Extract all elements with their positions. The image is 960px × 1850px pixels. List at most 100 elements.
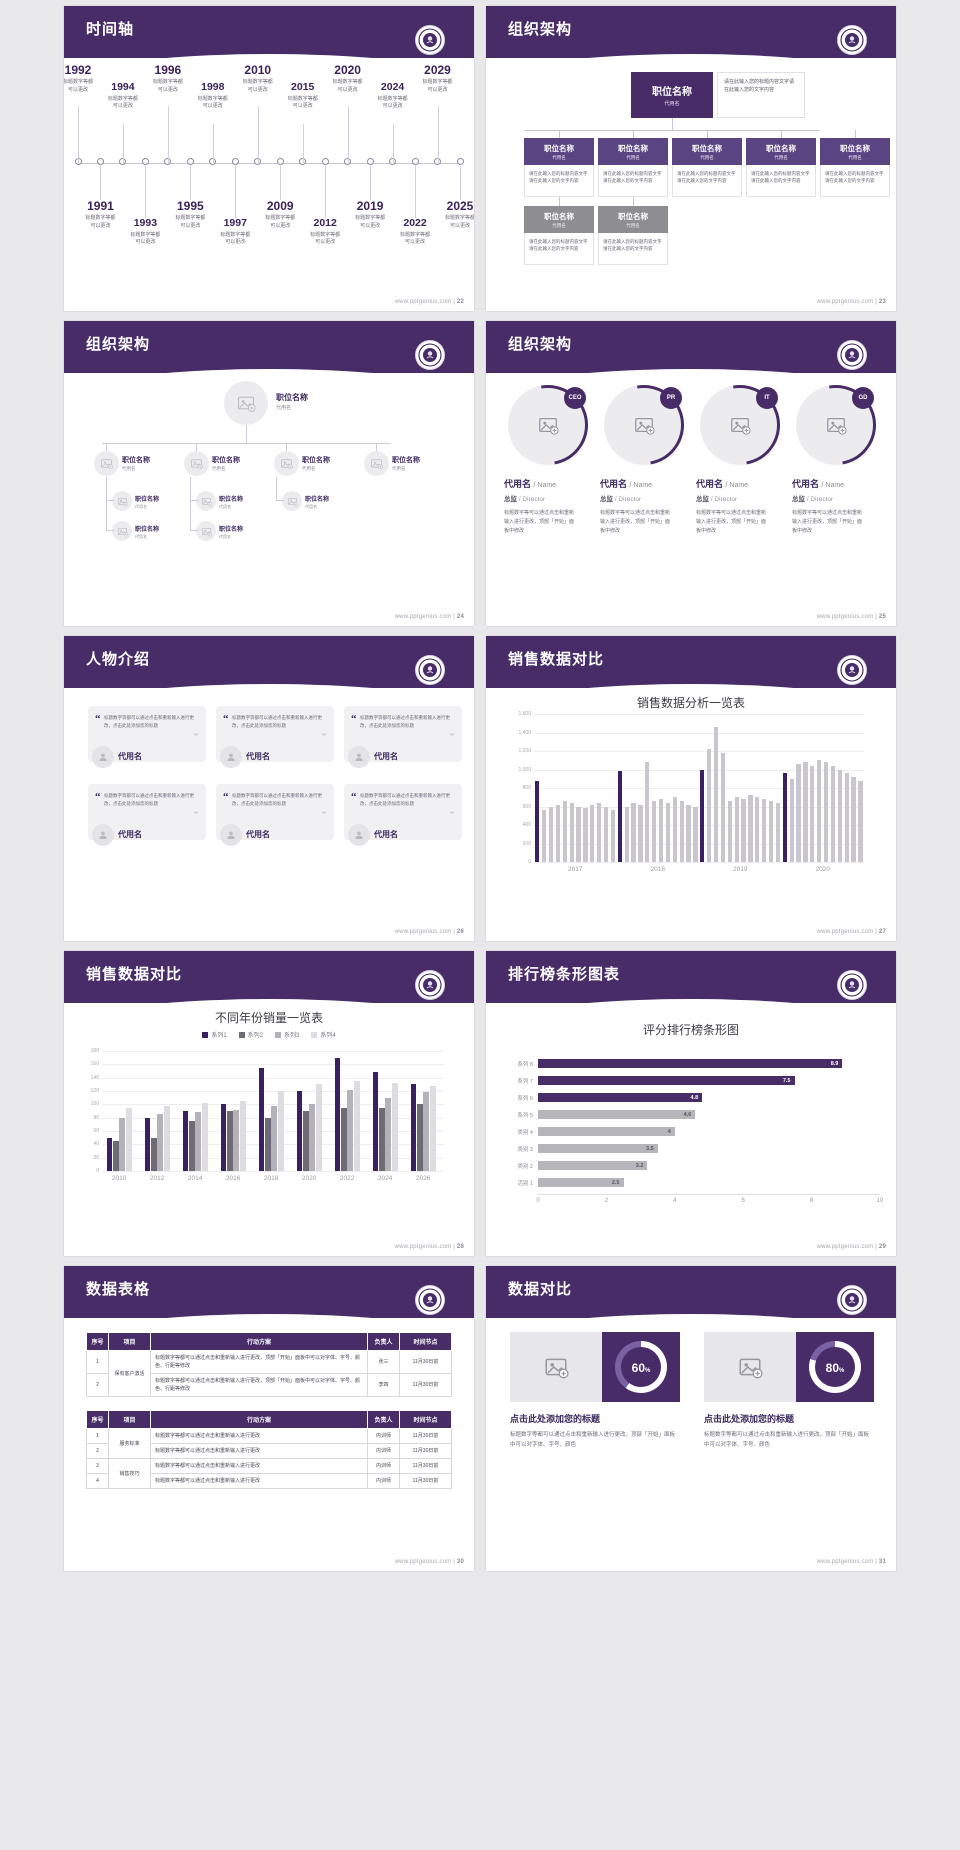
legend-item[interactable]: 系列2 — [238, 1030, 263, 1039]
timeline-entry-above[interactable]: 1992 标题数字等都 可以更改 — [64, 63, 106, 94]
timeline-entry-above[interactable]: 1994 标题数字等都 可以更改 — [95, 81, 151, 111]
org-root-avatar[interactable] — [224, 381, 268, 425]
chart-bar[interactable] — [665, 802, 671, 862]
chart-bar[interactable] — [817, 760, 822, 862]
slide-23-org-chart[interactable]: 组织架构 职位名称 代用名 请在此输入您的标题内容文字请在此输入您的文字内容 职… — [486, 6, 896, 311]
timeline-dot[interactable] — [366, 158, 374, 165]
org-node[interactable]: 职位名称 代用名 请在此输入您的标题内容文字请在此输入您的文字内容 — [524, 206, 594, 265]
chart-bar[interactable] — [844, 773, 849, 862]
chart-bar[interactable] — [417, 1104, 423, 1171]
chart-bar[interactable] — [748, 795, 753, 862]
ranking-row[interactable]: 系列 6 4.8 — [504, 1089, 880, 1106]
team-avatar-circle[interactable]: CEO — [492, 369, 604, 481]
timeline-entry-below[interactable]: 1997 标题数字等都 可以更改 — [207, 217, 263, 247]
legend-item[interactable]: 系列4 — [311, 1030, 336, 1039]
team-member[interactable]: IT 代用名 / Name 总监 / Director 标题数字等可以通过点击和重新输… — [684, 369, 796, 536]
ranking-row[interactable]: 类别 3 3.5 — [504, 1140, 880, 1157]
chart-bar[interactable] — [239, 1101, 246, 1171]
chart-bar[interactable] — [796, 763, 801, 862]
chart-bar[interactable] — [347, 1089, 354, 1171]
chart-bar[interactable] — [353, 1081, 360, 1171]
team-avatar-circle[interactable]: PR — [588, 369, 700, 481]
ranking-row[interactable]: 系列 7 7.5 — [504, 1072, 880, 1089]
timeline-entry-above[interactable]: 2024 标题数字等都 可以更改 — [365, 81, 421, 111]
timeline-entry-below[interactable]: 1993 标题数字等都 可以更改 — [117, 217, 173, 247]
chart-bar[interactable] — [227, 1111, 233, 1171]
chart-bar[interactable] — [144, 1118, 151, 1171]
chart-bar[interactable] — [309, 1104, 316, 1171]
slide-22-timeline[interactable]: 时间轴 1992 标题数字等都 可以更改 1994 标题数字等都 可以更改 1996 标题数字… — [64, 6, 474, 311]
org-node-label[interactable]: 职位名称 代用名 — [122, 455, 150, 472]
chart-bar[interactable] — [686, 804, 691, 862]
chart-bar[interactable] — [782, 773, 787, 862]
chart-bar[interactable] — [727, 800, 732, 862]
chart-bar[interactable] — [830, 765, 836, 862]
chart-bar[interactable] — [423, 1092, 430, 1171]
chart-bar[interactable] — [163, 1105, 170, 1171]
ranking-bar[interactable]: 8.9 — [538, 1059, 843, 1068]
chart-bar[interactable] — [189, 1121, 195, 1171]
timeline-entry-above[interactable]: 2020 标题数字等都 可以更改 — [320, 63, 376, 94]
timeline-dot[interactable] — [321, 158, 329, 165]
table-row[interactable]: 4 标题数字等都可以通过点击和重新输入进行更改 内训师 11月30日前 — [86, 1473, 452, 1489]
chart-bar[interactable] — [277, 1091, 284, 1171]
team-avatar-circle[interactable]: IT — [684, 369, 796, 481]
chart-bar[interactable] — [303, 1111, 309, 1171]
chart-bar[interactable] — [182, 1111, 189, 1171]
timeline-entry-above[interactable]: 1998 标题数字等都 可以更改 — [185, 81, 241, 111]
chart-bar[interactable] — [775, 802, 781, 862]
timeline-dot[interactable] — [141, 158, 149, 165]
org-node-label[interactable]: 职位名称 代用名 — [135, 494, 159, 510]
chart-bar[interactable] — [803, 762, 808, 862]
table-row[interactable]: 1 保有客户激活 标题数字等都可以通过点击和重新输入进行更改，顶部「开始」面板中可以… — [86, 1350, 452, 1397]
chart-bar[interactable] — [151, 1137, 157, 1171]
chart-bar[interactable] — [768, 800, 774, 862]
org-node[interactable]: 职位名称 代用名 请在此输入您的标题内容文字请在此输入您的文字内容 — [598, 206, 668, 265]
ranking-bar[interactable]: 4 — [538, 1127, 675, 1136]
org-avatar[interactable] — [282, 491, 302, 511]
chart-bar[interactable] — [652, 800, 657, 862]
chart-bar[interactable] — [233, 1109, 240, 1171]
chart-bar[interactable] — [583, 808, 588, 862]
chart-bar[interactable] — [590, 804, 595, 862]
slide-28-yearly-chart[interactable]: 销售数据对比 不同年份销量一览表 系列1 系列2 系列3 系列4 0 20 40 60 80 1… — [64, 951, 474, 1256]
legend-item[interactable]: 系列1 — [202, 1030, 227, 1039]
chart-bar[interactable] — [645, 762, 650, 862]
ranking-bar[interactable]: 2.5 — [538, 1178, 624, 1187]
ranking-bar[interactable]: 4.8 — [538, 1093, 703, 1102]
chart-bar[interactable] — [858, 780, 863, 862]
table-row[interactable]: 1 服务标准 标题数字等都可以通过点击和重新输入进行更改 内训师 11月30日前 — [86, 1428, 452, 1459]
chart-bar[interactable] — [391, 1083, 398, 1171]
slide-24-org-chart-photos[interactable]: 组织架构 职位名称 代用名 职位名称 代用名 职位名称 代用名 职位名称 代用名 职位名称 代用名… — [64, 321, 474, 626]
chart-bar[interactable] — [672, 797, 677, 862]
timeline-entry-above[interactable]: 2010 标题数字等都 可以更改 — [230, 63, 286, 94]
org-node[interactable]: 职位名称 代用名 请在此输入您的标题内容文字请在此输入您的文字内容 — [746, 138, 816, 197]
legend-item[interactable]: 系列3 — [275, 1030, 299, 1039]
org-avatar[interactable] — [112, 491, 132, 511]
chart-bar[interactable] — [762, 799, 767, 862]
chart-bar[interactable] — [429, 1085, 436, 1171]
timeline-entry-below[interactable]: 2022 标题数字等都 可以更改 — [387, 217, 443, 247]
org-avatar[interactable] — [196, 491, 216, 511]
chart-bar[interactable] — [823, 762, 829, 862]
chart-bar[interactable] — [379, 1107, 385, 1171]
sales-column-chart[interactable]: 0 200 400 600 800 1,000 1,200 1,400 1,600 2017 201… — [518, 711, 864, 873]
slide-30-data-tables[interactable]: 数据表格 序号 项目 行动方案 负责人 时间节点 1 保有客户激活 标题数字等都可以通过点击和… — [64, 1266, 474, 1571]
org-node[interactable]: 职位名称 代用名 请在此输入您的标题内容文字请在此输入您的文字内容 — [524, 138, 594, 197]
chart-bar[interactable] — [315, 1084, 322, 1171]
org-node-label[interactable]: 职位名称 代用名 — [302, 455, 330, 472]
chart-bar[interactable] — [562, 800, 567, 862]
chart-bar[interactable] — [113, 1141, 119, 1171]
chart-bar[interactable] — [610, 810, 616, 862]
org-avatar[interactable] — [274, 451, 299, 476]
slide-27-sales-chart[interactable]: 销售数据对比 销售数据分析一览表 0 200 400 600 800 1,000 1,200… — [486, 636, 896, 941]
ranking-row[interactable]: 活别 1 2.5 — [504, 1174, 880, 1191]
chart-bar[interactable] — [741, 799, 746, 862]
org-node-label[interactable]: 职位名称 代用名 — [392, 455, 420, 472]
timeline-dot[interactable] — [96, 158, 104, 165]
slide-31-data-compare[interactable]: 数据对比 60% 点击此处添加您的标题 标题数字等都可以通过点击和重新输入进行更改，… — [486, 1266, 896, 1571]
ranking-bar[interactable]: 3.5 — [538, 1144, 658, 1153]
timeline-dot[interactable] — [411, 158, 419, 165]
timeline-dot[interactable] — [276, 158, 284, 165]
ranking-row[interactable]: 系列 8 8.9 — [504, 1055, 880, 1072]
